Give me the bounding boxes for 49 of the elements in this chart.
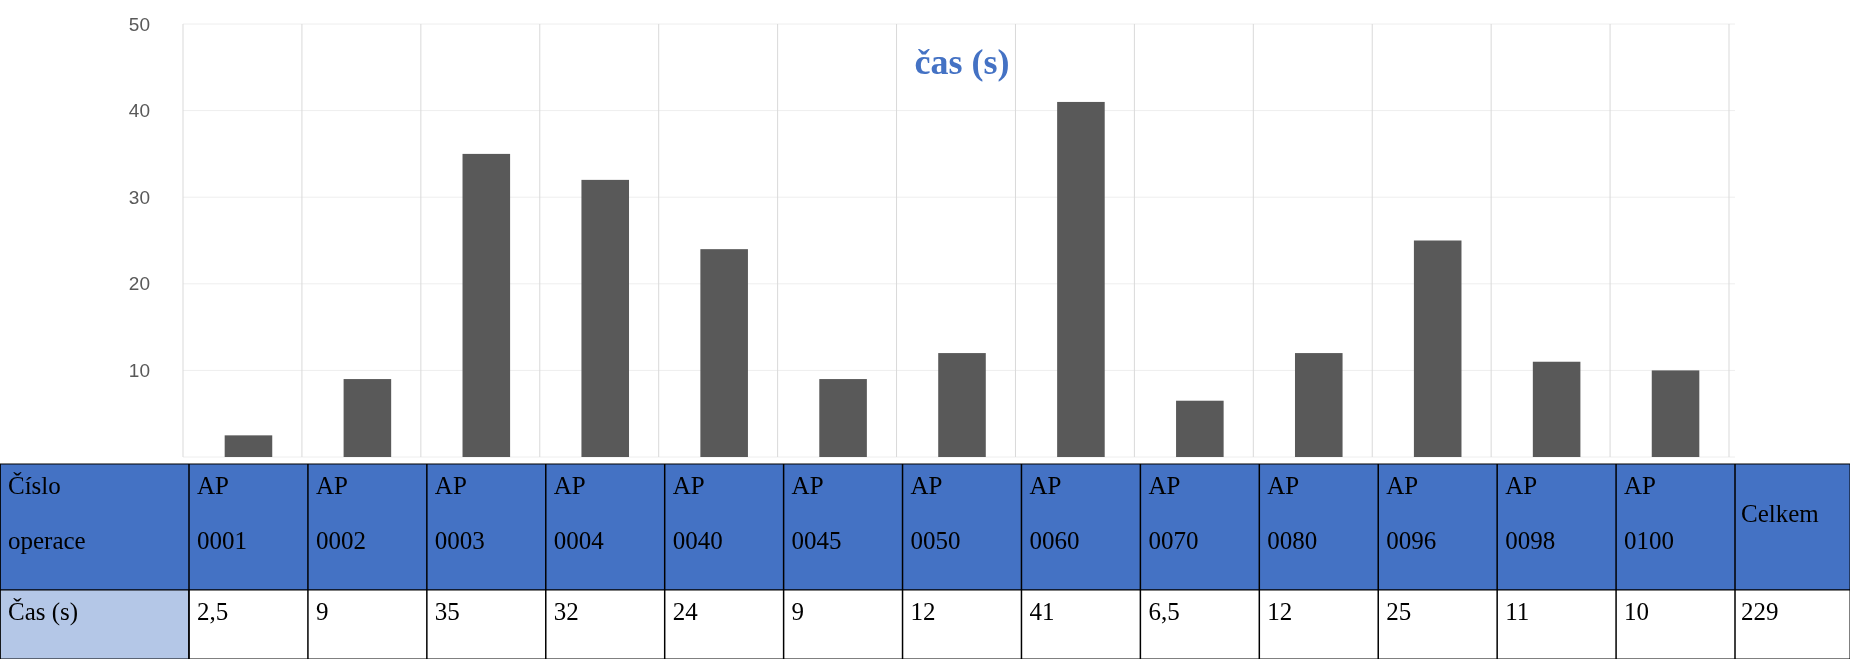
y-tick-label: 50	[128, 13, 150, 35]
data-label: 12	[1267, 598, 1293, 625]
data-label: 6,5	[1148, 598, 1180, 625]
data-label: 35	[434, 598, 460, 625]
x-tick-label: AP 0045	[791, 472, 842, 554]
text: čas (s)	[914, 41, 1010, 82]
y-tick-label: 20	[128, 273, 150, 295]
bar	[1651, 370, 1700, 457]
text: 229	[1741, 598, 1779, 625]
data-label: 11	[1505, 598, 1530, 625]
x-tick-label: AP 0080	[1267, 472, 1318, 554]
data-label: 9	[315, 598, 329, 625]
x-tick-label: AP 0001	[197, 472, 247, 554]
y-axis-title: Čas (s)	[8, 598, 79, 626]
y-tick-label: 10	[128, 360, 150, 382]
x-tick-label: AP 0060	[1029, 472, 1080, 554]
text: Celkem	[1741, 500, 1820, 527]
bar	[1057, 101, 1105, 457]
x-tick-label: AP 0004	[553, 472, 605, 554]
bar	[938, 353, 986, 457]
y-tick-label: 30	[128, 186, 150, 208]
x-tick-label: AP 0002	[315, 472, 366, 554]
y-tick-label: 40	[128, 100, 150, 122]
bar	[1532, 361, 1581, 457]
bar	[581, 179, 630, 457]
data-label: 2,5	[197, 598, 229, 625]
x-tick-label: AP 0040	[672, 472, 723, 554]
data-label: 24	[672, 598, 699, 625]
x-tick-label: AP 0098	[1505, 472, 1556, 554]
bar	[462, 153, 511, 457]
data-label: 41	[1029, 598, 1055, 625]
data-label: 10	[1624, 598, 1650, 625]
bar	[819, 379, 867, 457]
x-tick-label: AP 0003	[434, 472, 485, 554]
data-label: 9	[791, 598, 805, 625]
x-axis-title: Číslo operace	[8, 472, 86, 554]
data-label: 25	[1386, 598, 1412, 625]
bar	[224, 435, 273, 457]
data-label: 12	[910, 598, 936, 625]
bar	[1413, 240, 1462, 457]
x-tick-label: AP 0050	[910, 472, 961, 554]
x-tick-label: AP 0096	[1386, 472, 1437, 554]
bar	[343, 379, 392, 457]
data-label: 32	[553, 598, 579, 625]
x-tick-label: AP 0070	[1148, 472, 1199, 554]
bar	[1176, 400, 1224, 457]
bar	[1294, 353, 1343, 457]
bar	[700, 249, 748, 457]
x-tick-label: AP 0100	[1624, 472, 1675, 554]
